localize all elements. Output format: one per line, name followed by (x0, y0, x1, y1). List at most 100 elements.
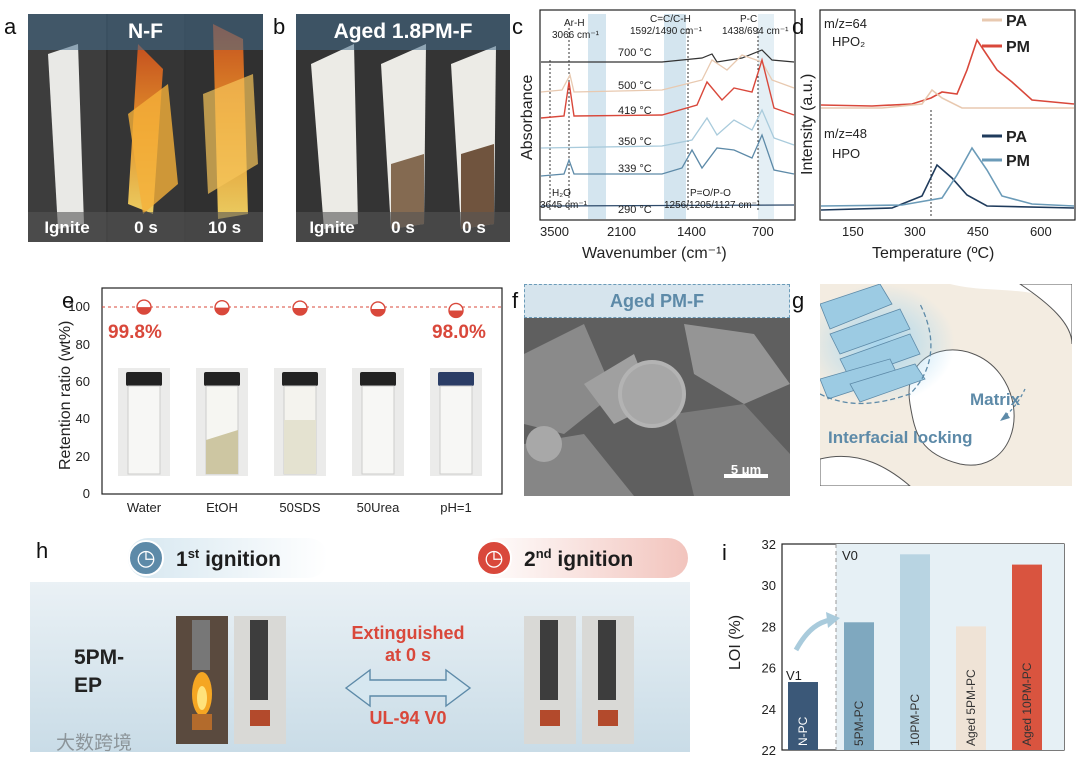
ms-bottom-species: HPO (832, 146, 860, 161)
ftir-annot-h2o-wn: 3645 cm⁻¹ (540, 200, 588, 211)
panel-label-g: g (792, 288, 805, 313)
ftir-xtick-700: 700 (752, 224, 774, 239)
loi-category-label: Aged 5PM-PC (964, 669, 978, 746)
extinguished-text: Extinguished at 0 s (318, 622, 498, 666)
retention-cat-etoh: EtOH (206, 500, 238, 515)
locking-schematic: Matrix Interfacial locking (820, 284, 1072, 486)
retention-yticks: 0 20 40 60 80 100 (68, 299, 90, 501)
loi-category-label: 10PM-PC (908, 694, 922, 746)
panel-a-caption-1: Ignite (44, 218, 90, 237)
loi-category-label: N-PC (796, 716, 810, 746)
ignition-1-num: 1 (176, 548, 188, 571)
loi-ytick-28: 28 (762, 619, 776, 634)
ftir-temp-419: 419 °C (618, 105, 652, 117)
loi-ylabel: LOI (%) (727, 615, 744, 670)
retention-ytick-60: 60 (76, 374, 90, 389)
retention-ytick-100: 100 (68, 299, 90, 314)
ms-bottom-mz: m/z=48 (824, 126, 867, 141)
panel-b-header (296, 14, 510, 50)
loi-ytick-24: 24 (762, 702, 776, 717)
ftir-xtick-3500: 3500 (540, 224, 569, 239)
ms-legend-pa-bottom: PA (1006, 129, 1027, 146)
ftir-temp-500: 500 °C (618, 80, 652, 92)
ignition-title-1: 1st ignition (176, 546, 281, 572)
loi-v1-label: V1 (786, 668, 802, 683)
clock-icon-first: ◷ (128, 540, 164, 576)
ftir-ylabel: Absorbance (519, 75, 536, 160)
ignition-2-rest: ignition (551, 548, 634, 571)
panel-b-caption-1: Ignite (309, 218, 355, 237)
ftir-xlabel: Wavenumber (cm⁻¹) (582, 245, 727, 262)
ignition-title-2: 2nd ignition (524, 546, 633, 572)
ftir-annot-arh-wn: 3066 cm⁻¹ (552, 30, 600, 41)
ftir-annot-arh: Ar-H (564, 18, 585, 29)
retention-left-value: 99.8% (108, 322, 162, 343)
ul94-panel (30, 582, 690, 752)
ignition-2-num: 2 (524, 548, 536, 571)
panel-label-b: b (273, 14, 286, 39)
retention-cat-urea: 50Urea (357, 500, 400, 515)
panel-a-title: N-F (128, 20, 163, 43)
sem-scale-label: 5 μm (730, 462, 762, 477)
panel-a-caption-3: 10 s (207, 218, 242, 237)
ftir-annot-po: P=O/P-O (690, 188, 731, 199)
loi-bar-aged-10pm-pc (1012, 564, 1042, 750)
ignition-1-sup: st (187, 546, 200, 561)
ftir-annot-h2o: H₂O (552, 188, 571, 199)
ms-xtick-300: 300 (904, 224, 926, 239)
retention-marker-50sds (292, 300, 308, 316)
loi-ytick-32: 32 (762, 537, 776, 552)
sem-micrograph (524, 284, 790, 496)
panel-label-h: h (36, 538, 49, 563)
ftir-annot-pc-wn: 1438/694 cm⁻¹ (722, 26, 789, 37)
sem-image: Aged PM-F 5 μm (524, 284, 790, 496)
sem-title: Aged PM-F (610, 291, 704, 311)
ms-legend-pm-top: PM (1006, 39, 1030, 56)
retention-marker-ph1 (448, 302, 464, 319)
schematic-matrix-label: Matrix (970, 390, 1021, 409)
retention-ytick-80: 80 (76, 337, 90, 352)
ftir-annot-pc: P-C (740, 14, 757, 25)
ftir-annot-po-wn: 1256/1205/1127 cm⁻¹ (664, 200, 761, 211)
ms-xlabel: Temperature (ºC) (872, 245, 994, 262)
retention-right-value: 98.0% (432, 322, 486, 343)
retention-marker-50urea (370, 301, 386, 317)
sample-label-line2: EP (74, 674, 103, 697)
loi-ytick-22: 22 (762, 743, 776, 756)
ms-xtick-600: 600 (1030, 224, 1052, 239)
ms-top-species: HPO₂ (832, 34, 865, 49)
ms-top-mz: m/z=64 (824, 16, 867, 31)
sem-title-bar (524, 284, 790, 318)
watermark: 大数跨境 (56, 733, 133, 754)
ms-chart: PA PM PA PM m/z=64 HPO₂ m/z=48 HPO 150 3… (799, 9, 1076, 262)
loi-bar-n-pc (788, 682, 818, 750)
sample-label: 5PM- EP (74, 644, 124, 700)
loi-category-label: Aged 10PM-PC (1020, 662, 1034, 746)
loi-bar-10pm-pc (900, 554, 930, 750)
panel-label-e: e (62, 288, 75, 313)
retention-marker-etoh (214, 299, 230, 316)
panel-b-title: Aged 1.8PM-F (333, 20, 473, 43)
retention-ytick-40: 40 (76, 411, 90, 426)
ul94-rating: UL-94 V0 (369, 708, 447, 728)
clock-icon-second: ◷ (476, 540, 512, 576)
ftir-xtick-1400: 1400 (677, 224, 706, 239)
retention-ylabel: Retention ratio (wt%) (57, 321, 74, 470)
ftir-chart: 700 °C 500 °C 419 °C 350 °C 339 °C 290 °… (519, 9, 796, 262)
ignition-1-rest: ignition (199, 548, 281, 571)
panel-label-a: a (4, 14, 17, 39)
loi-ytick-30: 30 (762, 578, 776, 593)
panel-label-i: i (722, 540, 727, 565)
ignition-2-sup: nd (535, 546, 552, 561)
panel-a-header (28, 14, 263, 50)
ftir-annot-cc: C=C/C-H (650, 14, 691, 25)
extinguished-line2: at 0 s (384, 645, 432, 665)
retention-chart: 0 20 40 60 80 100 99.8% 98.0% Water EtOH… (57, 287, 503, 515)
panel-label-c: c (512, 14, 523, 39)
loi-ytick-26: 26 (762, 661, 776, 676)
schematic-interfacial-label: Interfacial locking (828, 428, 973, 447)
vial-images (118, 368, 482, 476)
ftir-temp-290: 290 °C (618, 204, 652, 216)
ignition-banner-2 (478, 538, 688, 578)
retention-ytick-20: 20 (76, 449, 90, 464)
